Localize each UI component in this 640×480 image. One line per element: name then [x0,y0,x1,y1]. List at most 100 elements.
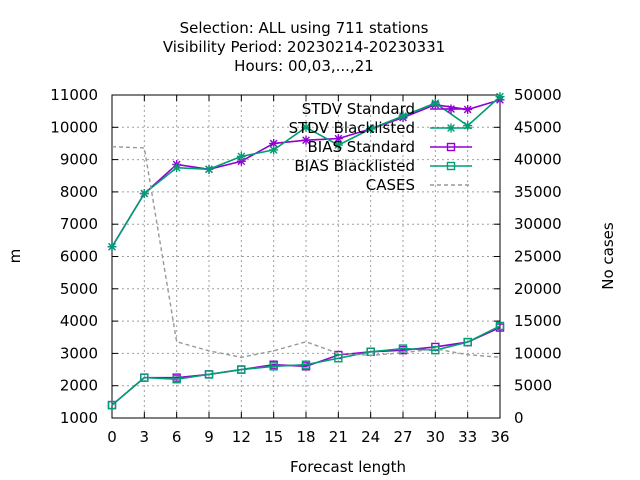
title-line: Visibility Period: 20230214-20230331 [163,38,445,56]
data-point [334,354,343,363]
y-tick-label: 4000 [60,312,98,330]
legend-label: BIAS Blacklisted [294,157,415,175]
legend-marker [446,161,456,171]
data-point [139,189,149,199]
marker-stroke [140,189,149,198]
data-point [140,373,149,382]
x-tick-label: 0 [107,428,117,446]
series [107,92,505,410]
y2-tick-label: 0 [514,409,524,427]
marker-stroke [205,165,213,174]
y2-tick-label: 15000 [514,312,562,330]
data-point [366,124,376,134]
legend-marker [446,104,456,114]
data-point [172,375,181,384]
y2-axis-label: No cases [599,222,617,290]
y-axis-label: m [6,249,24,264]
marker-stroke [366,125,375,133]
y2-tick-label: 25000 [514,248,562,266]
y-tick-label: 10000 [50,118,98,136]
y2-tick-label: 20000 [514,280,562,298]
data-point [301,135,311,145]
marker-stroke [496,92,504,101]
legend-label: BIAS Standard [307,138,415,156]
y2-tick-label: 40000 [514,151,562,169]
data-point [398,344,408,353]
x-tick-label: 18 [296,428,315,446]
y-tick-label: 1000 [60,409,98,427]
data-point [204,370,214,379]
data-point [269,145,279,155]
marker-stroke [334,134,343,143]
y-tick-label: 2000 [60,377,98,395]
title-line: Hours: 00,03,...,21 [234,57,374,75]
x-tick-label: 6 [172,428,182,446]
x-axis: 0 3 6 9 12 15 18 21 24 27 30 33 36 [107,95,510,446]
y2-tick-label: 35000 [514,183,562,201]
legend-label: STDV Standard [302,100,415,118]
marker-stroke [302,123,310,132]
y-tick-label: 9000 [60,151,98,169]
y2-tick-label: 10000 [514,344,562,362]
y-axis: 1000 2000 3000 4000 5000 6000 7000 8000 9000 1000… [50,86,118,427]
data-point [398,111,408,121]
chart-title: Selection: ALL using 711 stationsVisibil… [163,19,445,75]
marker-stroke [237,152,246,161]
title-line: Selection: ALL using 711 stations [180,19,429,37]
data-point [107,242,117,252]
marker-stroke [108,242,116,251]
series-line [111,325,501,406]
legend-marker [446,123,456,133]
data-point [495,92,505,102]
y-tick-label: 8000 [60,183,98,201]
x-tick-label: 33 [458,428,477,446]
marker-stroke [334,141,343,149]
y-tick-label: 6000 [60,248,98,266]
marker-stroke [399,112,407,120]
x-tick-label: 3 [140,428,150,446]
legend-label: CASES [366,176,415,194]
data-point [236,151,246,161]
series-line [111,326,501,406]
y-tick-label: 3000 [60,344,98,362]
x-tick-label: 27 [393,428,412,446]
data-point [463,337,472,347]
grid [112,95,500,418]
data-point [495,321,505,331]
series-stdv-blacklisted [107,92,505,252]
data-point [301,360,311,369]
marker-stroke [269,146,278,154]
marker-stroke [269,139,278,148]
y-tick-label: 7000 [60,215,98,233]
data-point [204,164,214,174]
x-tick-label: 15 [264,428,283,446]
data-point [172,163,182,173]
data-point [301,122,311,132]
y2-tick-label: 5000 [514,377,552,395]
marker-stroke [172,163,181,172]
marker-stroke [447,124,455,132]
x-tick-label: 21 [329,428,348,446]
y2-tick-label: 30000 [514,215,562,233]
y-tick-label: 11000 [50,86,98,104]
data-point [333,140,343,150]
x-axis-label: Forecast length [290,458,406,476]
legend-label: STDV Blacklisted [289,119,415,137]
series-bias-blacklisted [107,321,505,410]
marker-stroke [431,99,440,107]
series-cases [111,145,501,358]
data-point [269,362,278,371]
marker-stroke [302,136,310,145]
x-tick-label: 24 [361,428,380,446]
legend-marker [446,142,456,152]
data-point [430,98,440,108]
x-tick-label: 9 [204,428,214,446]
y-tick-label: 5000 [60,280,98,298]
marker-stroke [447,105,455,113]
x-tick-label: 30 [426,428,445,446]
y2-tick-label: 50000 [514,86,562,104]
data-point [237,365,246,374]
y2-axis: 0 5000 10000 15000 20000 25000 30000 35000 40000… [494,86,562,427]
x-tick-label: 36 [490,428,509,446]
